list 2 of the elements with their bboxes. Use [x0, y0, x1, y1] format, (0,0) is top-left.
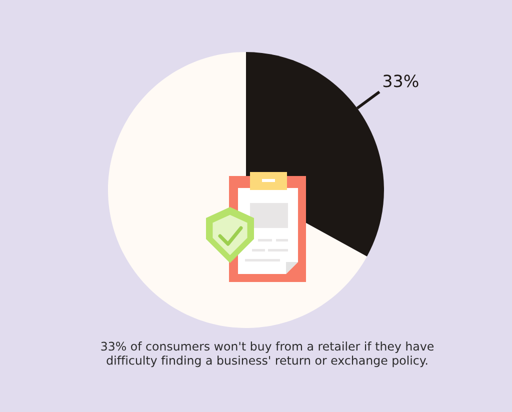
text: 33% of consumers won't buy from a retailer if they have difficulty finding a business' return or exchange policy.: [101, 342, 434, 368]
data-label: 33%: [383, 74, 418, 88]
